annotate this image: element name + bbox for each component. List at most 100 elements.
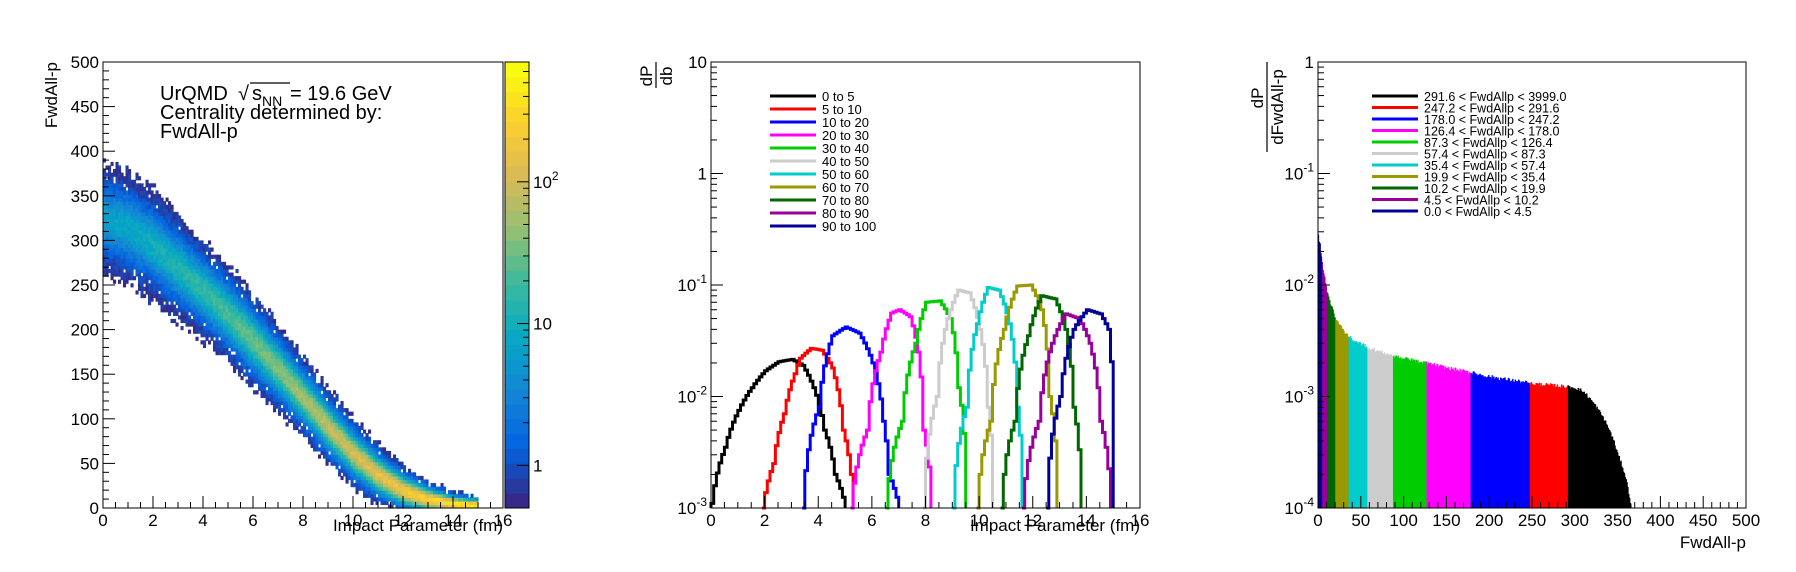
heatmap-cell xyxy=(280,408,284,413)
heatmap-cell xyxy=(335,447,339,452)
heatmap-cell xyxy=(208,286,212,291)
heatmap-cell xyxy=(115,194,119,199)
heatmap-cell xyxy=(218,304,222,309)
heatmap-cell xyxy=(343,440,347,445)
heatmap-cell xyxy=(275,343,279,349)
heatmap-cell xyxy=(235,340,239,345)
heatmap-cell xyxy=(200,254,204,259)
heatmap-cell xyxy=(195,329,199,334)
heatmap-cell xyxy=(200,272,204,277)
heatmap-cell xyxy=(103,254,107,259)
heatmap-cell xyxy=(190,286,194,291)
heatmap-cell xyxy=(200,333,204,338)
heatmap-cell xyxy=(238,308,242,313)
heatmap-cell xyxy=(218,261,222,266)
heatmap-cell xyxy=(250,304,254,309)
heatmap-cell xyxy=(230,308,234,313)
heatmap-cell xyxy=(290,397,294,402)
heatmap-cell xyxy=(353,429,357,434)
heatmap-cell xyxy=(230,301,234,306)
heatmap-cell xyxy=(148,268,152,274)
heatmap-cell xyxy=(378,454,382,459)
heatmap-cell xyxy=(118,240,122,245)
heatmap-cell xyxy=(140,215,144,220)
heatmap-cell xyxy=(173,236,177,241)
heatmap-cell xyxy=(420,486,424,491)
heatmap-cell xyxy=(138,286,142,291)
heatmap-cell xyxy=(158,301,162,306)
heatmap-cell xyxy=(370,472,374,477)
heatmap-cell xyxy=(180,258,184,263)
heatmap-cell xyxy=(243,347,247,352)
heatmap-cell xyxy=(203,329,207,334)
heatmap-cell xyxy=(383,483,387,488)
heatmap-cell xyxy=(265,400,269,406)
heatmap-cell xyxy=(195,304,199,309)
x-tick-label: 4 xyxy=(814,511,823,530)
heatmap-cell xyxy=(283,397,287,402)
heatmap-cell xyxy=(165,222,169,227)
heatmap-cell xyxy=(135,218,139,224)
heatmap-cell xyxy=(288,368,292,374)
heatmap-cell xyxy=(205,336,209,341)
heatmap-cell xyxy=(343,468,347,473)
heatmap-cell xyxy=(385,497,389,502)
y-tick-label: 10-1 xyxy=(677,272,707,295)
heatmap-cell xyxy=(345,440,349,445)
heatmap-cell xyxy=(175,258,179,263)
heatmap-cell xyxy=(180,240,184,245)
heatmap-cell xyxy=(333,404,337,409)
heatmap-cell xyxy=(245,368,249,374)
heatmap-cell xyxy=(228,301,232,306)
heatmap-cell xyxy=(245,311,249,316)
heatmap-cell xyxy=(143,233,147,238)
heatmap-cell xyxy=(198,268,202,274)
heatmap-cell xyxy=(265,340,269,345)
heatmap-cell xyxy=(118,254,122,259)
heatmap-cell xyxy=(205,304,209,309)
heatmap-cell xyxy=(150,283,154,288)
heatmap-cell xyxy=(128,268,132,274)
heatmap-cell xyxy=(315,368,319,374)
heatmap-cell xyxy=(263,365,267,370)
heatmap-cell xyxy=(220,265,224,270)
heatmap-cell xyxy=(193,318,197,324)
heatmap-cell xyxy=(320,400,324,406)
heatmap-cell xyxy=(135,229,139,234)
heatmap-cell xyxy=(213,283,217,288)
heatmap-cell xyxy=(300,386,304,391)
heatmap-cell xyxy=(120,265,124,270)
heatmap-cell xyxy=(183,265,187,270)
heatmap-cell xyxy=(330,408,334,413)
heatmap-cell xyxy=(308,390,312,395)
heatmap-cell xyxy=(218,297,222,302)
heatmap-cell xyxy=(168,254,172,259)
heatmap-cell xyxy=(125,222,129,227)
heatmap-cell xyxy=(115,229,119,234)
heatmap-cell xyxy=(125,258,129,263)
heatmap-cell xyxy=(318,393,322,398)
heatmap-cell xyxy=(248,293,252,299)
heatmap-cell xyxy=(395,493,399,498)
heatmap-cell xyxy=(205,315,209,320)
heatmap-cell xyxy=(385,461,389,466)
heatmap-cell xyxy=(220,322,224,327)
heatmap-cell xyxy=(318,447,322,452)
heatmap-cell xyxy=(385,450,389,456)
heatmap-cell xyxy=(335,465,339,470)
heatmap-cell xyxy=(350,433,354,438)
heatmap-cell xyxy=(260,386,264,391)
heatmap-cell xyxy=(165,272,169,277)
heatmap-cell xyxy=(163,254,167,259)
heatmap-cell xyxy=(288,390,292,395)
heatmap-cell xyxy=(313,375,317,381)
heatmap-cell xyxy=(355,490,359,495)
heatmap-cell xyxy=(288,347,292,352)
heatmap-cell xyxy=(170,229,174,234)
heatmap-cell xyxy=(240,304,244,309)
heatmap-cell xyxy=(333,429,337,434)
heatmap-cell xyxy=(440,493,444,498)
heatmap-cell xyxy=(220,272,224,277)
heatmap-cell xyxy=(245,343,249,349)
heatmap-cell xyxy=(310,383,314,388)
